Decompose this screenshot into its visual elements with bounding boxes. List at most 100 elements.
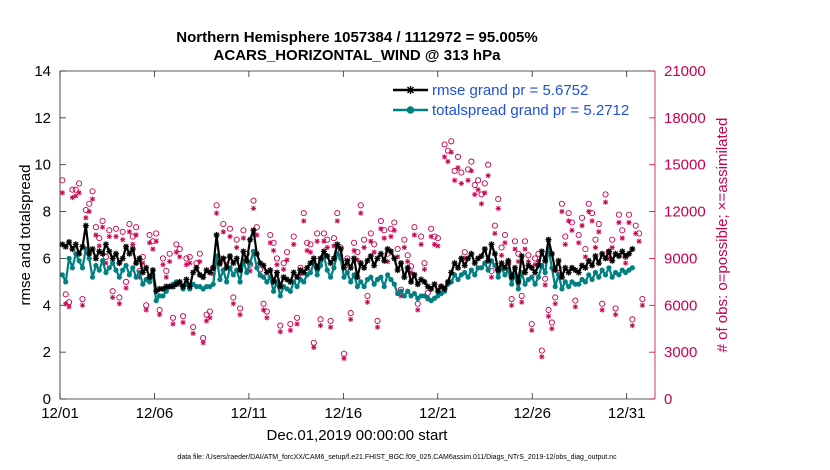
rmse-point [589, 262, 596, 269]
spread-point [76, 258, 82, 264]
rmse-point [599, 250, 606, 257]
spread-point [361, 283, 367, 290]
rmse-point [448, 269, 455, 276]
rmse-point [76, 250, 83, 257]
spread-point [63, 279, 69, 285]
obs-possible-point [304, 239, 311, 246]
obs-possible-point [575, 231, 582, 239]
rmse-point [538, 248, 545, 255]
rmse-point [263, 269, 270, 276]
obs-possible-point [220, 221, 227, 228]
rmse-point [86, 250, 93, 257]
obs-assimilated-point [170, 321, 176, 327]
rmse-point [294, 274, 301, 281]
obs-possible-point [89, 188, 96, 195]
rmse-point [602, 255, 609, 262]
obs-possible-point [99, 217, 106, 224]
rmse-point [277, 283, 284, 290]
rmse-point [72, 241, 79, 248]
obs-assimilated-point [428, 233, 434, 240]
spread-point [146, 279, 153, 285]
obs-possible-point [525, 252, 532, 259]
obs-possible-point [629, 316, 636, 323]
rmse-point [491, 250, 498, 257]
obs-possible-point [294, 314, 301, 321]
obs-possible-point [364, 292, 371, 299]
y-left-tick-label: 12 [34, 110, 51, 127]
rmse-point [528, 264, 535, 271]
obs-assimilated-point [267, 240, 273, 246]
rmse-point [123, 243, 130, 250]
obs-assimilated-point [633, 230, 639, 237]
spread-point [160, 293, 166, 299]
x-tick-label: 12/16 [325, 405, 363, 422]
obs-possible-point [280, 260, 287, 267]
y-axis-right-ticks: 0 3000 6000 9000 12000 15000 18000 21000 [649, 63, 706, 408]
rmse-point [461, 262, 468, 269]
obs-assimilated-point [596, 229, 602, 235]
rmse-point [206, 269, 213, 276]
obs-assimilated-point [153, 238, 159, 244]
y-right-tick-label: 3000 [664, 344, 697, 361]
rmse-point [247, 236, 254, 243]
spread-point [324, 267, 330, 273]
obs-possible-point [481, 180, 488, 187]
obs-possible-point [602, 191, 609, 198]
spread-point [314, 272, 320, 278]
rmse-point [615, 253, 622, 260]
rmse-point [582, 264, 589, 271]
rmse-point [257, 260, 264, 267]
obs-assimilated-point [321, 238, 327, 244]
rmse-point [139, 269, 146, 276]
obs-assimilated-point [592, 244, 599, 251]
obs-assimilated-point [478, 201, 485, 207]
obs-possible-point [159, 255, 166, 262]
rmse-point [337, 246, 344, 253]
obs-possible-point [79, 295, 86, 303]
spread-point [529, 274, 535, 280]
obs-assimilated-point [468, 168, 474, 174]
spread-point [116, 274, 122, 280]
obs-possible-point [109, 288, 116, 295]
obs-possible-point [595, 221, 602, 228]
rmse-point [485, 257, 492, 264]
rmse-point [625, 250, 632, 257]
spread-point [220, 267, 226, 273]
obs-assimilated-point [59, 190, 65, 196]
plot-area [60, 71, 655, 399]
spread-point [277, 293, 283, 299]
spread-point [331, 265, 337, 271]
chart-title-line1: Northern Hemisphere 1057384 / 1112972 = … [176, 29, 538, 46]
y-left-tick-label: 14 [34, 63, 51, 80]
spread-point [287, 288, 293, 294]
rmse-point [196, 271, 203, 278]
spread-point [123, 262, 129, 269]
obs-possible-point [542, 275, 549, 282]
obs-possible-point [180, 313, 187, 320]
obs-possible-point [374, 317, 381, 324]
spread-point [69, 265, 76, 271]
obs-assimilated-point [197, 258, 203, 265]
obs-assimilated-point [602, 199, 609, 205]
obs-assimilated-point [89, 196, 96, 202]
rmse-point [203, 267, 210, 274]
y-left-tick-label: 10 [34, 157, 51, 174]
spread-point [270, 288, 277, 294]
obs-possible-point [327, 317, 334, 324]
obs-assimilated-point [639, 302, 645, 308]
obs-possible-point [320, 230, 327, 237]
obs-possible-point [418, 233, 425, 240]
obs-assimilated-point [509, 302, 515, 308]
obs-possible-point [123, 278, 130, 285]
rmse-point [478, 253, 485, 260]
rmse-point [307, 260, 314, 267]
y-right-tick-label: 6000 [664, 297, 697, 314]
spread-point [566, 283, 572, 290]
spread-point [133, 274, 139, 280]
spread-point [351, 272, 357, 278]
obs-assimilated-point [368, 238, 374, 244]
spread-point [522, 281, 528, 287]
spread-point [79, 265, 86, 271]
obs-possible-point [186, 253, 193, 260]
rmse-point [149, 267, 156, 274]
